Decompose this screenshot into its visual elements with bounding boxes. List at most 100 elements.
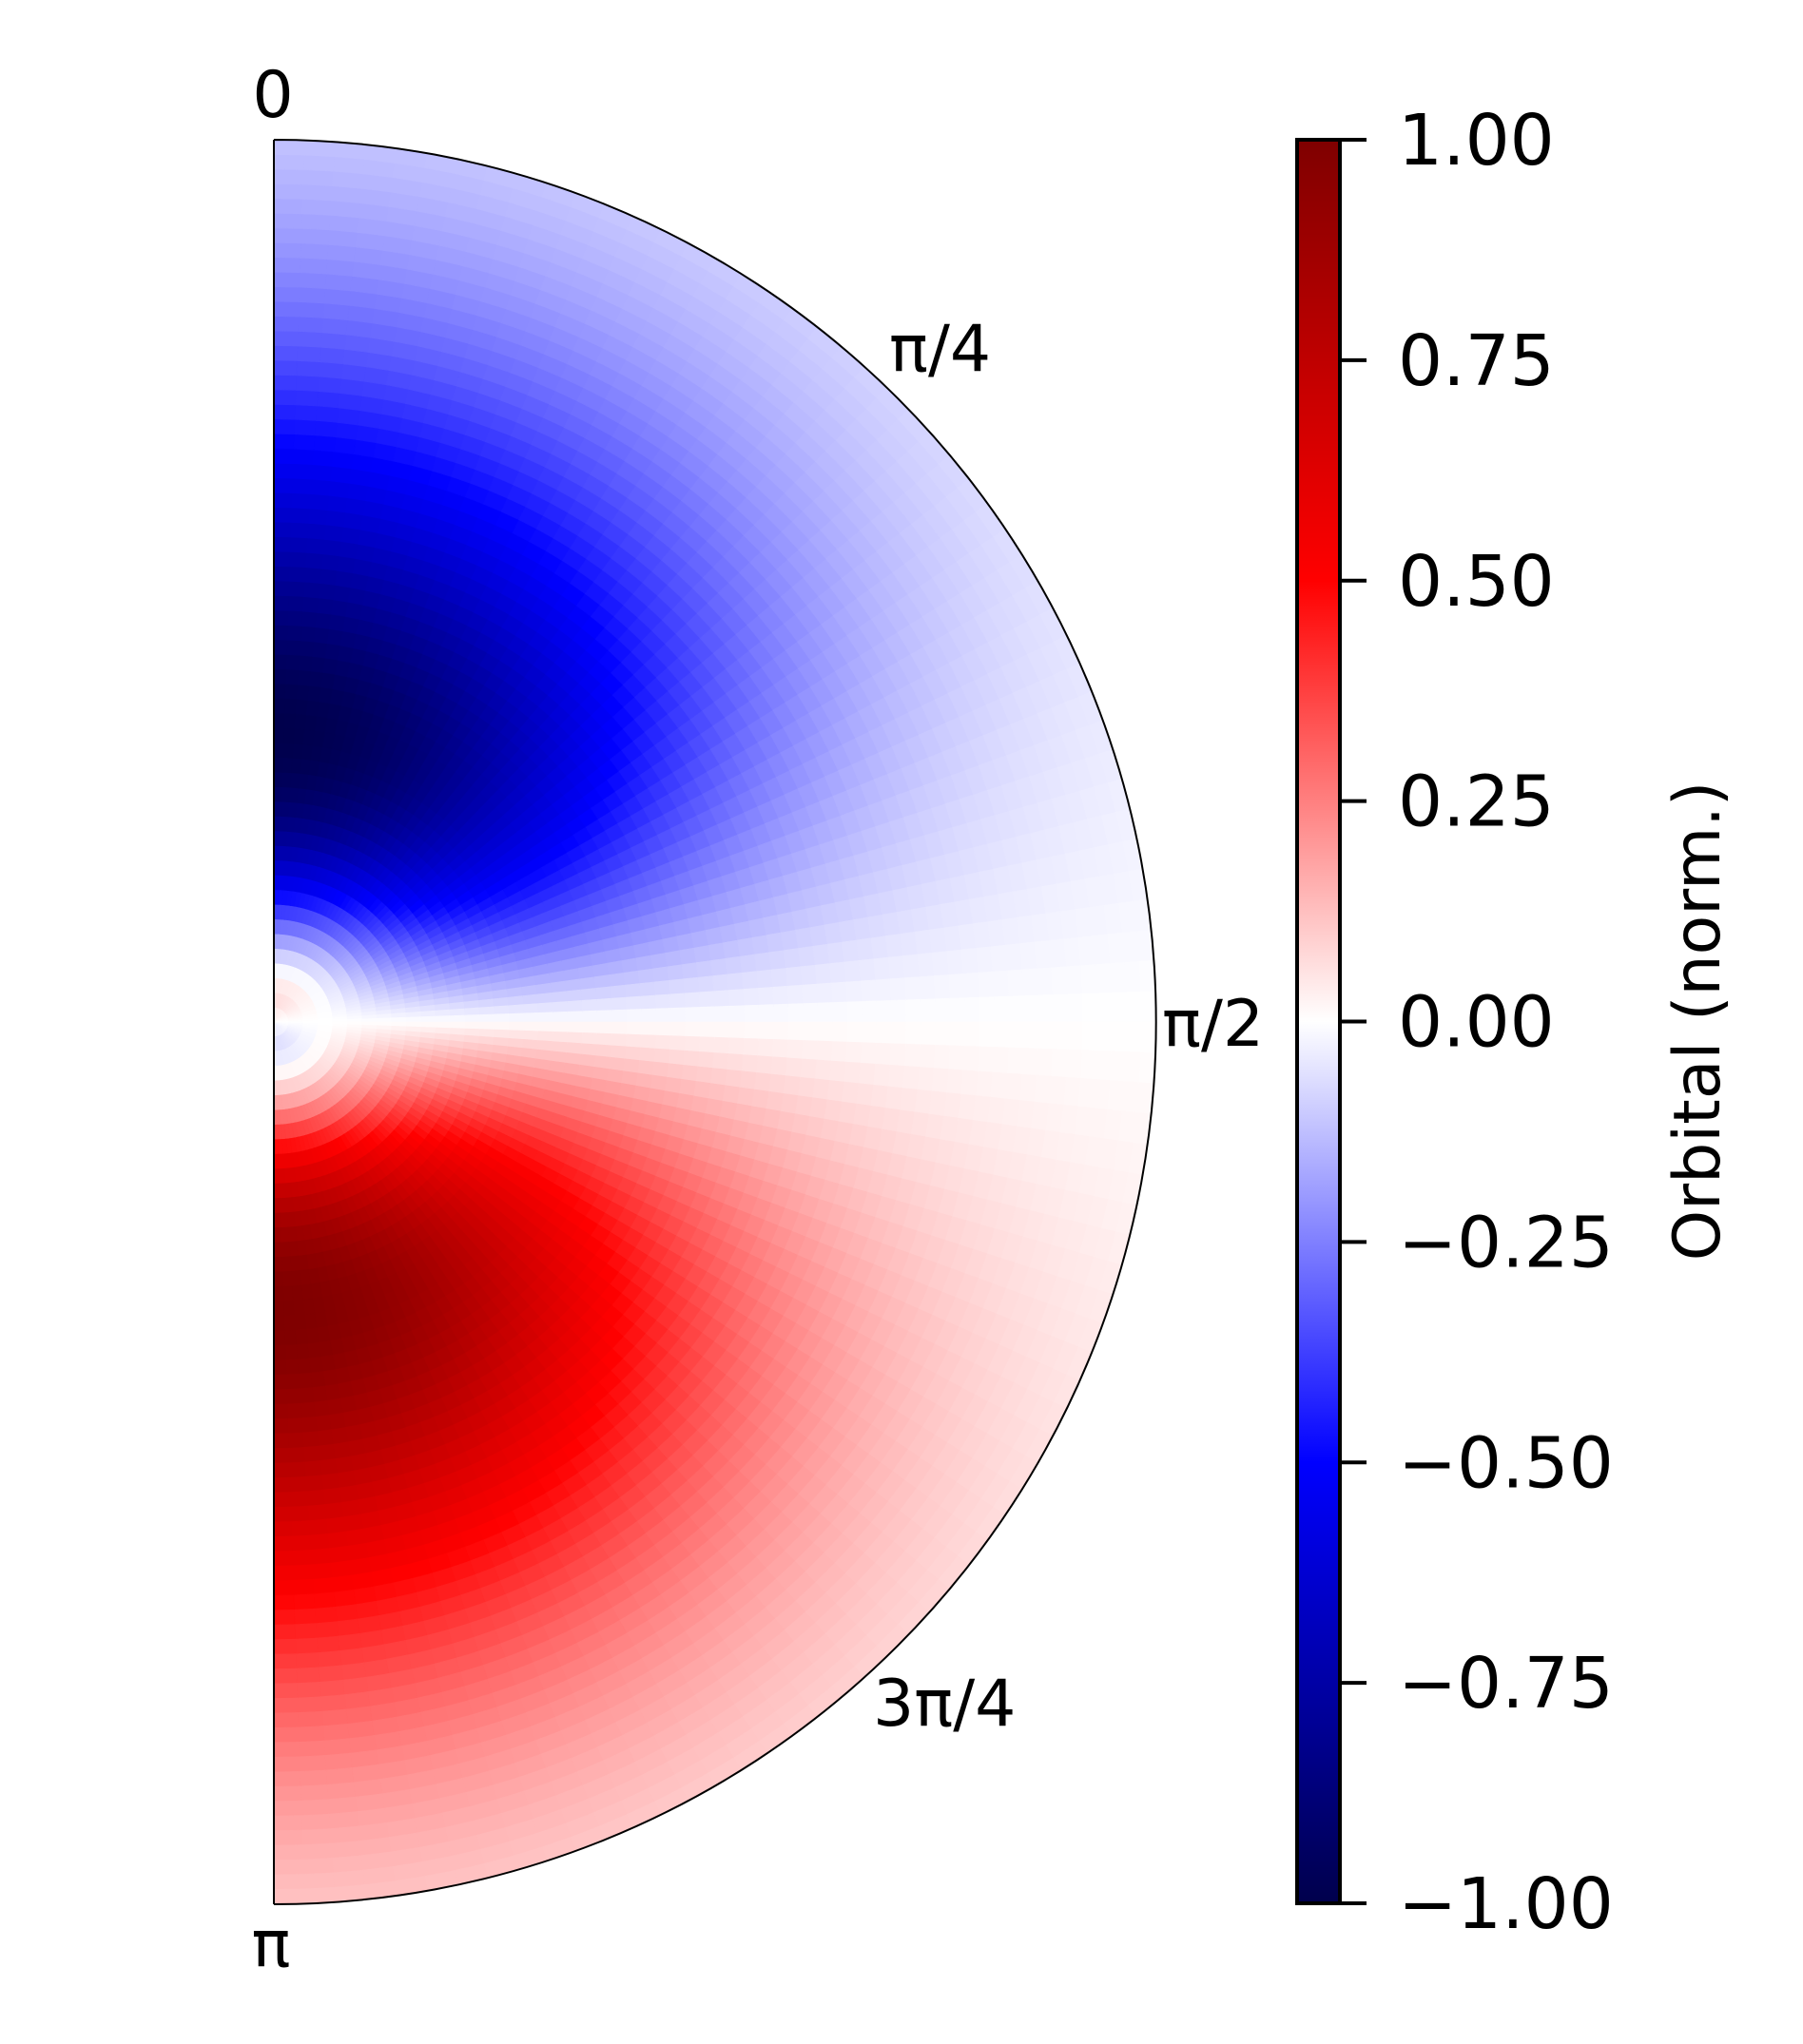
heatmap-cell: [654, 993, 672, 1011]
orbital-heatmap: [274, 140, 1156, 1904]
heatmap-cell: [641, 1008, 658, 1024]
heatmap-cell: [286, 1432, 304, 1450]
heatmap-cell: [274, 550, 293, 568]
heatmap-cell: [301, 198, 336, 216]
heatmap-cell: [274, 1535, 293, 1552]
heatmap-cell: [903, 1043, 922, 1070]
heatmap-cell: [291, 1593, 316, 1611]
heatmap-cell: [935, 1021, 952, 1050]
heatmap-cell: [274, 1580, 295, 1597]
heatmap-cell: [299, 286, 329, 304]
heatmap-cell: [800, 964, 819, 988]
heatmap-cell: [295, 1710, 324, 1729]
heatmap-cell: [684, 992, 702, 1010]
heatmap-cell: [300, 257, 331, 275]
heatmap-cell: [274, 1227, 282, 1244]
heatmap-cell: [274, 1257, 283, 1274]
heatmap-cell: [1052, 1021, 1070, 1053]
heatmap-cell: [274, 1551, 294, 1568]
heatmap-cell: [1052, 993, 1070, 1026]
heatmap-cell: [875, 978, 893, 1004]
heatmap-cell: [509, 1012, 526, 1024]
heatmap-cell: [1037, 1021, 1055, 1053]
heatmap-cell: [743, 988, 761, 1009]
heatmap-cell: [274, 433, 298, 450]
heatmap-cell: [274, 256, 304, 274]
heatmap-cell: [1065, 965, 1084, 998]
heatmap-cell: [611, 1009, 629, 1024]
heatmap-cell: [294, 403, 320, 421]
heatmap-cell: [274, 462, 297, 479]
heatmap-cell: [290, 1564, 314, 1582]
heatmap-cell: [294, 1681, 322, 1700]
heatmap-cell: [298, 315, 327, 334]
heatmap-cell: [861, 1000, 879, 1025]
heatmap-cell: [919, 975, 937, 1003]
heatmap-cell: [787, 1021, 805, 1044]
heatmap-cell: [274, 1198, 281, 1215]
heatmap-cell: [1021, 968, 1039, 999]
heatmap-cell: [1008, 995, 1025, 1026]
heatmap-cell: [284, 1388, 301, 1406]
heatmap-cell: [286, 1447, 305, 1464]
heatmap-cell: [274, 374, 300, 391]
heatmap-cell: [728, 1005, 746, 1025]
heatmap-cell: [274, 492, 296, 509]
heatmap-cell: [274, 1800, 302, 1818]
heatmap-cell: [274, 1756, 300, 1773]
heatmap-cell: [1036, 967, 1055, 999]
heatmap-cell: [274, 417, 299, 435]
heatmap-cell: [297, 1769, 328, 1787]
heatmap-cell: [757, 986, 775, 1008]
heatmap-cell: [274, 1330, 286, 1347]
heatmap-cell: [1081, 993, 1099, 1026]
heatmap-cell: [846, 1001, 863, 1025]
heatmap-cell: [274, 358, 300, 376]
heatmap-cell: [625, 995, 643, 1012]
heatmap-cell: [435, 1015, 452, 1024]
heatmap-cell: [292, 1623, 318, 1641]
heatmap-cell: [949, 1021, 967, 1050]
heatmap-cell: [890, 999, 908, 1025]
heatmap-cell: [803, 1002, 820, 1025]
heatmap-cell: [298, 300, 328, 318]
heatmap-cell: [933, 1044, 952, 1072]
heatmap-cell: [274, 565, 292, 582]
heatmap-cell: [1008, 1021, 1025, 1052]
heatmap-cell: [274, 315, 302, 332]
heatmap-cell: [274, 1726, 300, 1744]
heatmap-cell: [274, 344, 301, 361]
heatmap-cell: [274, 1624, 297, 1641]
heatmap-cell: [294, 1696, 323, 1714]
heatmap-cell: [816, 982, 834, 1006]
heatmap-cell: [758, 1004, 775, 1025]
heatmap-cell: [274, 1785, 301, 1803]
heatmap-cell: [274, 403, 299, 420]
heatmap-cell: [297, 330, 325, 348]
heatmap-cell: [904, 976, 922, 1003]
heatmap-cell: [289, 1550, 313, 1568]
heatmap-cell: [669, 1021, 688, 1039]
heatmap-cell: [1051, 966, 1069, 998]
heatmap-cell: [933, 974, 952, 1002]
heatmap-cell: [919, 1044, 937, 1071]
heatmap-cell: [274, 241, 305, 259]
heatmap-cell: [464, 1014, 481, 1024]
heatmap-cell: [274, 1212, 281, 1229]
heatmap-cell: [582, 1010, 599, 1024]
heatmap-cell: [964, 996, 981, 1026]
heatmap-cell: [845, 980, 863, 1005]
heatmap-cell: [287, 1461, 306, 1479]
heatmap-cell: [948, 973, 966, 1002]
heatmap-cell: [786, 984, 805, 1007]
heatmap-cell: [831, 1021, 849, 1045]
heatmap-cell: [978, 971, 996, 1001]
heatmap-cell: [920, 998, 938, 1026]
heatmap-cell: [285, 1417, 303, 1435]
heatmap-cell: [537, 1012, 554, 1024]
heatmap-cell: [274, 300, 302, 318]
heatmap-cell: [291, 1608, 317, 1626]
heatmap-cell: [875, 1042, 893, 1069]
heatmap-cell: [296, 344, 324, 363]
heatmap-cell: [420, 1015, 437, 1023]
